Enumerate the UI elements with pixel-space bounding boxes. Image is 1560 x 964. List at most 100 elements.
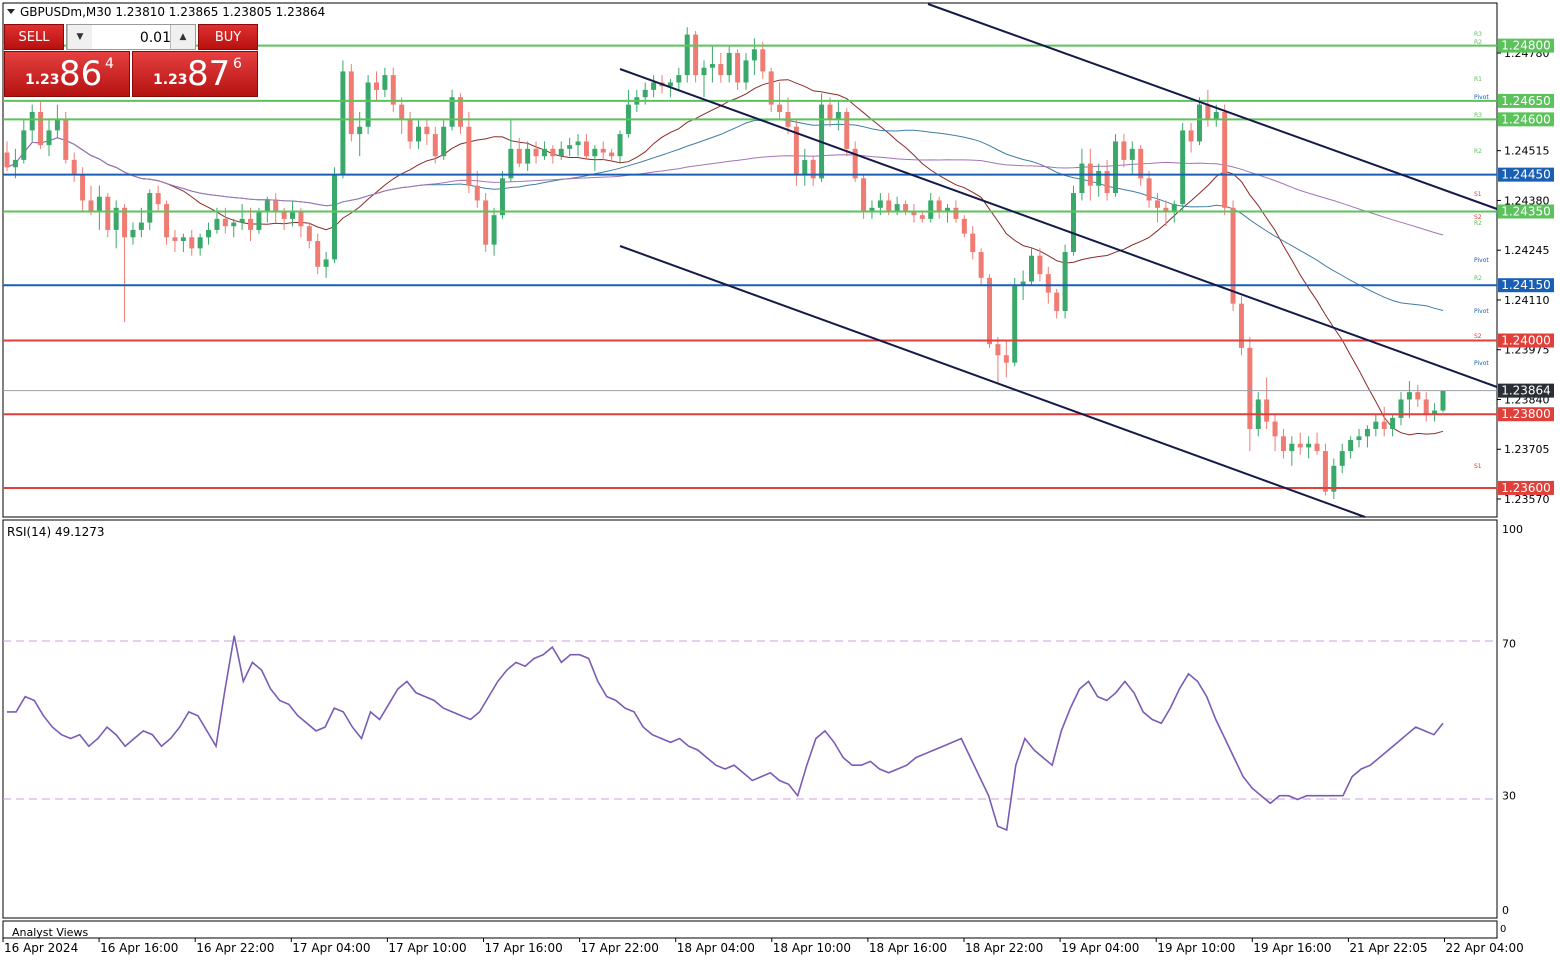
candle-body bbox=[743, 60, 749, 83]
time-tick-label: 16 Apr 16:00 bbox=[100, 941, 178, 955]
candle-body bbox=[550, 148, 556, 157]
candle-body bbox=[306, 226, 312, 241]
price-tick-label: 1.24380 bbox=[1504, 194, 1550, 207]
candle-body bbox=[768, 71, 774, 105]
candle-body bbox=[1003, 355, 1009, 363]
candle-body bbox=[1037, 255, 1043, 275]
candle-body bbox=[1196, 104, 1202, 142]
time-tick-label: 18 Apr 04:00 bbox=[677, 941, 755, 955]
horizontal-levels[interactable] bbox=[3, 44, 1497, 489]
candle-body bbox=[424, 126, 430, 135]
rsi-axis: 100 70 30 0 bbox=[1502, 523, 1523, 917]
candle-body bbox=[122, 207, 128, 238]
time-tick-label: 19 Apr 10:00 bbox=[1157, 941, 1235, 955]
candle-body bbox=[1381, 421, 1387, 429]
channel-middle-line[interactable] bbox=[619, 68, 1498, 388]
price-channel[interactable] bbox=[619, 3, 1498, 518]
candle-body bbox=[432, 134, 438, 157]
rsi-axis-label: 100 bbox=[1502, 523, 1523, 536]
candle-body bbox=[735, 53, 741, 83]
candle-body bbox=[1205, 104, 1211, 120]
pivot-label: R2 bbox=[1474, 148, 1482, 155]
candle-body bbox=[617, 134, 623, 157]
ask-quote[interactable]: 1.23 87 6 bbox=[132, 51, 258, 97]
channel-lower-line[interactable] bbox=[619, 245, 1366, 518]
candle-body bbox=[1188, 130, 1194, 142]
candle-body bbox=[1154, 200, 1160, 208]
time-tick-label: 17 Apr 04:00 bbox=[292, 941, 370, 955]
volume-input[interactable] bbox=[93, 27, 173, 49]
candle-body bbox=[1180, 130, 1186, 205]
candle-body bbox=[970, 233, 976, 253]
pivot-label: R1 bbox=[1474, 76, 1482, 83]
candle-body bbox=[38, 111, 44, 146]
candle-body bbox=[1297, 443, 1303, 448]
candle-body bbox=[189, 237, 195, 249]
candle-body bbox=[248, 218, 254, 230]
collapse-triangle-icon[interactable] bbox=[7, 9, 15, 14]
candle-body bbox=[441, 126, 447, 157]
candle-body bbox=[676, 75, 682, 83]
candle-body bbox=[491, 215, 497, 245]
candle-body bbox=[499, 178, 505, 216]
channel-upper-line[interactable] bbox=[927, 3, 1498, 210]
candle-body bbox=[130, 229, 136, 238]
time-tick-label: 17 Apr 22:00 bbox=[581, 941, 659, 955]
candle-body bbox=[516, 148, 522, 164]
rsi-panel-frame bbox=[2, 519, 1498, 919]
candle-body bbox=[1020, 281, 1026, 286]
candle-body bbox=[172, 237, 178, 241]
pivot-label: S2 bbox=[1474, 214, 1482, 221]
chevron-down-icon[interactable]: ▼ bbox=[67, 25, 92, 49]
bid-quote[interactable]: 1.23 86 4 bbox=[4, 51, 130, 97]
pivot-label: S2 bbox=[1474, 333, 1482, 340]
candle-body bbox=[911, 211, 917, 216]
level-tag-label: 1.24650 bbox=[1501, 94, 1551, 108]
candle-body bbox=[1406, 392, 1412, 400]
candle-body bbox=[147, 193, 153, 223]
candle-body bbox=[256, 211, 262, 230]
chevron-up-icon[interactable]: ▲ bbox=[170, 25, 195, 49]
candle-body bbox=[810, 159, 816, 179]
bid-big: 86 bbox=[59, 54, 103, 94]
buy-button[interactable]: BUY bbox=[198, 24, 258, 50]
candle-body bbox=[525, 148, 531, 164]
candle-body bbox=[180, 237, 186, 241]
price-tick-label: 1.23705 bbox=[1504, 443, 1550, 456]
candle-body bbox=[88, 200, 94, 212]
candle-body bbox=[155, 193, 161, 205]
candle-body bbox=[29, 111, 35, 131]
level-tag-label: 1.24150 bbox=[1501, 278, 1551, 292]
candle-body bbox=[1398, 399, 1404, 418]
candle-body bbox=[1012, 285, 1018, 363]
candle-body bbox=[1045, 274, 1051, 293]
ask-big: 87 bbox=[187, 54, 231, 94]
candle-body bbox=[1230, 207, 1236, 304]
candle-body bbox=[953, 207, 959, 219]
bid-small: 1.23 bbox=[25, 72, 60, 88]
candle-body bbox=[600, 148, 606, 153]
candle-body bbox=[1079, 163, 1085, 194]
candle-body bbox=[1247, 347, 1253, 429]
time-axis: 16 Apr 2024 16 Apr 16:00 16 Apr 22:00 17 Ap… bbox=[2, 938, 1524, 955]
buy-label: BUY bbox=[214, 29, 242, 45]
candle-body bbox=[1390, 417, 1396, 429]
candle-body bbox=[231, 222, 237, 227]
candle-body bbox=[4, 152, 10, 168]
moving-averages bbox=[6, 79, 1444, 436]
pivot-label: R2 bbox=[1474, 275, 1482, 282]
pivot-label: Pivot bbox=[1474, 360, 1489, 367]
level-tag-bg bbox=[1498, 278, 1554, 293]
one-click-trading-panel: SELL ▼ ▲ BUY 1.23 86 4 1.23 87 6 bbox=[4, 24, 258, 98]
candle-body bbox=[1331, 465, 1337, 492]
level-tag-bg bbox=[1498, 38, 1554, 53]
rsi-line bbox=[7, 635, 1444, 832]
sell-button[interactable]: SELL bbox=[4, 24, 64, 50]
level-tag-label: 1.23800 bbox=[1501, 407, 1551, 421]
bid-sup: 4 bbox=[105, 56, 114, 72]
candle-body bbox=[281, 211, 287, 219]
analyst-views-label[interactable]: Analyst Views bbox=[12, 926, 88, 939]
rsi-series-line bbox=[7, 635, 1444, 832]
